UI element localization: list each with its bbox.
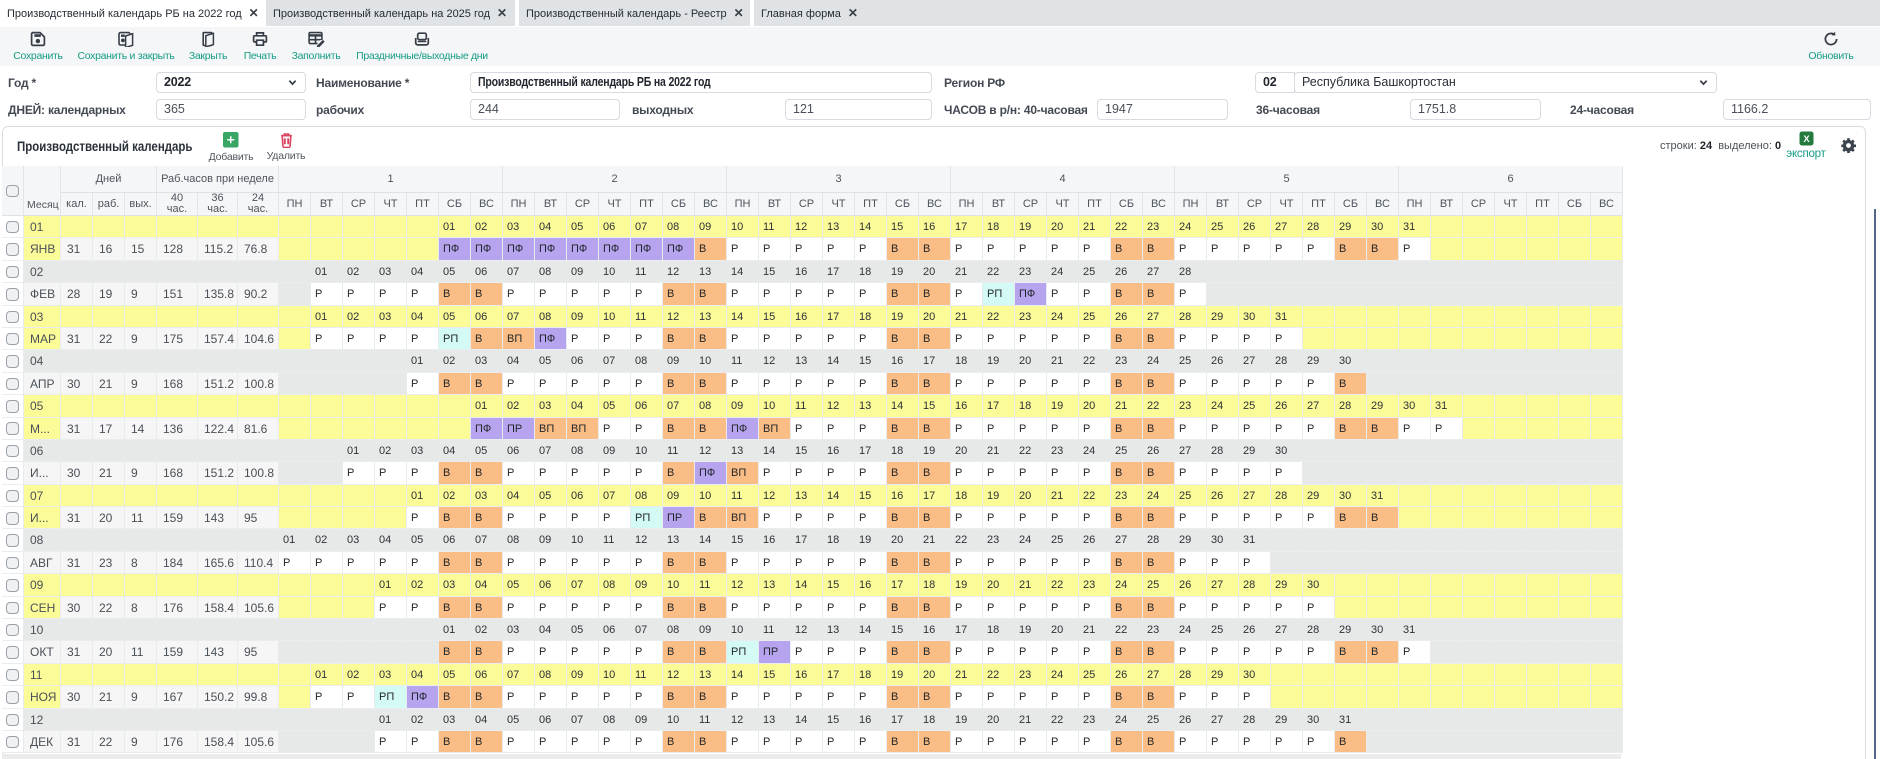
svg-text:X: X [1803,134,1810,145]
